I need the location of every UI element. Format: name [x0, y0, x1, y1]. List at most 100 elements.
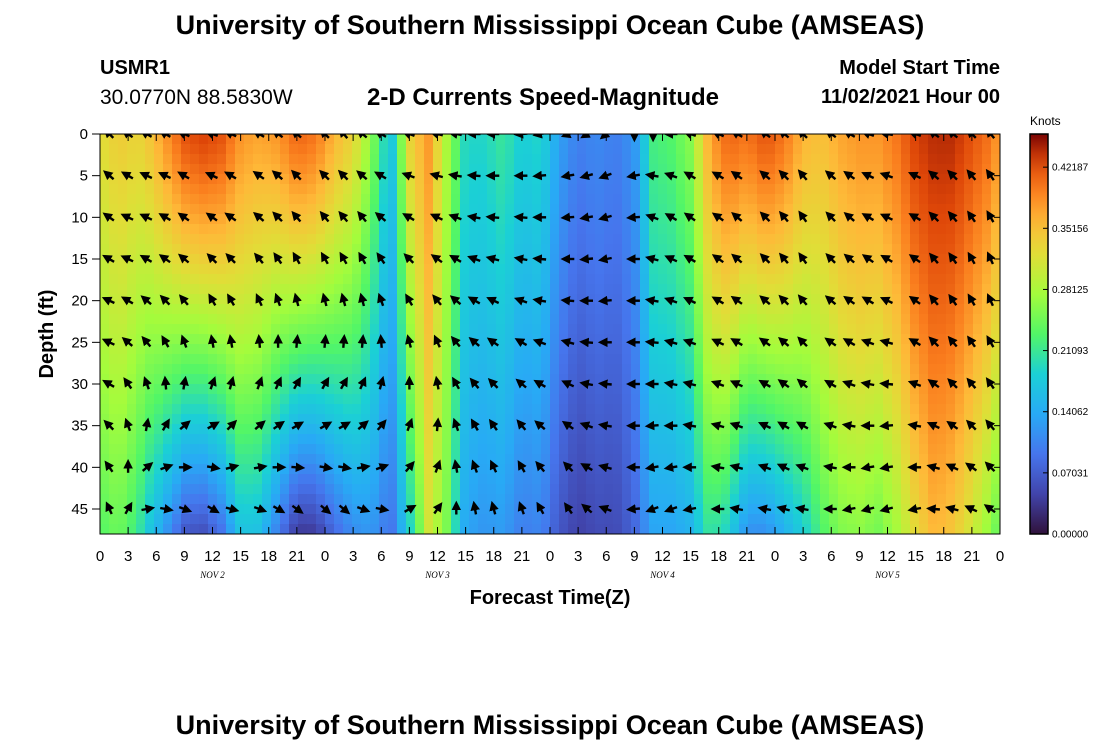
heatmap-cell [100, 394, 110, 405]
heatmap-cell [442, 324, 452, 335]
heatmap-cell [667, 184, 677, 195]
heatmap-cell [730, 514, 740, 525]
heatmap-cell [496, 304, 506, 315]
heatmap-cell [199, 414, 209, 425]
heatmap-cell [316, 374, 326, 385]
heatmap-cell [325, 134, 335, 145]
heatmap-cell [946, 434, 956, 445]
heatmap-cell [703, 364, 713, 375]
heatmap-cell [433, 404, 443, 415]
heatmap-cell [577, 194, 587, 205]
heatmap-cell [424, 214, 434, 225]
heatmap-cell [406, 134, 416, 145]
heatmap-cell [361, 454, 371, 465]
heatmap-cell [280, 304, 290, 315]
heatmap-cell [955, 444, 965, 455]
current-arrow [879, 171, 894, 181]
current-arrow [223, 134, 237, 139]
heatmap-cell [253, 354, 263, 365]
heatmap-cell [631, 304, 641, 315]
heatmap-cell [667, 444, 677, 455]
heatmap-cell [613, 394, 623, 405]
heatmap-cell [586, 394, 596, 405]
heatmap-cell [262, 204, 272, 215]
heatmap-cell [793, 414, 803, 425]
heatmap-cell [469, 144, 479, 155]
heatmap-cell [712, 224, 722, 235]
heatmap-cell [829, 164, 839, 175]
heatmap-cell [820, 184, 830, 195]
heatmap-cell [658, 364, 668, 375]
heatmap-cell [973, 374, 983, 385]
heatmap-cell [982, 384, 992, 395]
heatmap-cell [370, 184, 380, 195]
current-arrow [534, 420, 546, 431]
heatmap-cell [865, 474, 875, 485]
heatmap-cell [991, 274, 1000, 285]
heatmap-cell [505, 434, 515, 445]
heatmap-cell [946, 274, 956, 285]
current-arrow [450, 335, 461, 348]
heatmap-cell [577, 494, 587, 505]
heatmap-cell [901, 474, 911, 485]
heatmap-cell [244, 434, 254, 445]
heatmap-cell [955, 244, 965, 255]
heatmap-cell [307, 304, 317, 315]
heatmap-cell [325, 484, 335, 495]
heatmap-cell [352, 244, 362, 255]
heatmap-cell [838, 224, 848, 235]
heatmap-cell [424, 164, 434, 175]
heatmap-cell [325, 314, 335, 325]
heatmap-cell [802, 164, 812, 175]
heatmap-cell [190, 314, 200, 325]
heatmap-cell [874, 134, 884, 145]
heatmap-cell [244, 414, 254, 425]
heatmap-cell [532, 524, 542, 534]
heatmap-cell [469, 274, 479, 285]
current-arrow [207, 504, 220, 514]
heatmap-cell [154, 264, 164, 275]
heatmap-cell [226, 314, 236, 325]
heatmap-cell [325, 374, 335, 385]
heatmap-cell [928, 444, 938, 455]
heatmap-cell [145, 154, 155, 165]
heatmap-cell [784, 244, 794, 255]
heatmap-cell [361, 234, 371, 245]
heatmap-cell [451, 484, 461, 495]
current-arrow [986, 210, 996, 223]
current-arrow [466, 170, 481, 181]
heatmap-cell [118, 194, 128, 205]
heatmap-cell [892, 404, 902, 415]
heatmap-cell [982, 154, 992, 165]
heatmap-cell [856, 354, 866, 365]
heatmap-cell [325, 494, 335, 505]
current-arrow [141, 417, 152, 432]
y-tick-label: 40 [71, 459, 88, 476]
current-arrow [879, 134, 894, 139]
heatmap-cell [631, 224, 641, 235]
heatmap-cell [172, 394, 182, 405]
heatmap-cell [730, 384, 740, 395]
heatmap-cell [703, 244, 713, 255]
heatmap-cell [568, 354, 578, 365]
heatmap-cell [937, 244, 947, 255]
current-arrow [825, 253, 836, 264]
heatmap-cell [244, 264, 254, 275]
heatmap-cell [586, 454, 596, 465]
heatmap-cell [973, 284, 983, 295]
heatmap-cell [109, 374, 119, 385]
heatmap-cell [622, 144, 632, 155]
current-arrow [358, 292, 368, 307]
heatmap-cell [865, 234, 875, 245]
x-tick-label: 3 [799, 548, 807, 565]
heatmap-cell [424, 524, 434, 534]
heatmap-cell [829, 344, 839, 355]
heatmap-cell [532, 494, 542, 505]
heatmap-cell [379, 444, 389, 455]
heatmap-cell [352, 474, 362, 485]
heatmap-cell [892, 354, 902, 365]
heatmap-cell [721, 484, 731, 495]
heatmap-cell [838, 364, 848, 375]
heatmap-cell [793, 474, 803, 485]
